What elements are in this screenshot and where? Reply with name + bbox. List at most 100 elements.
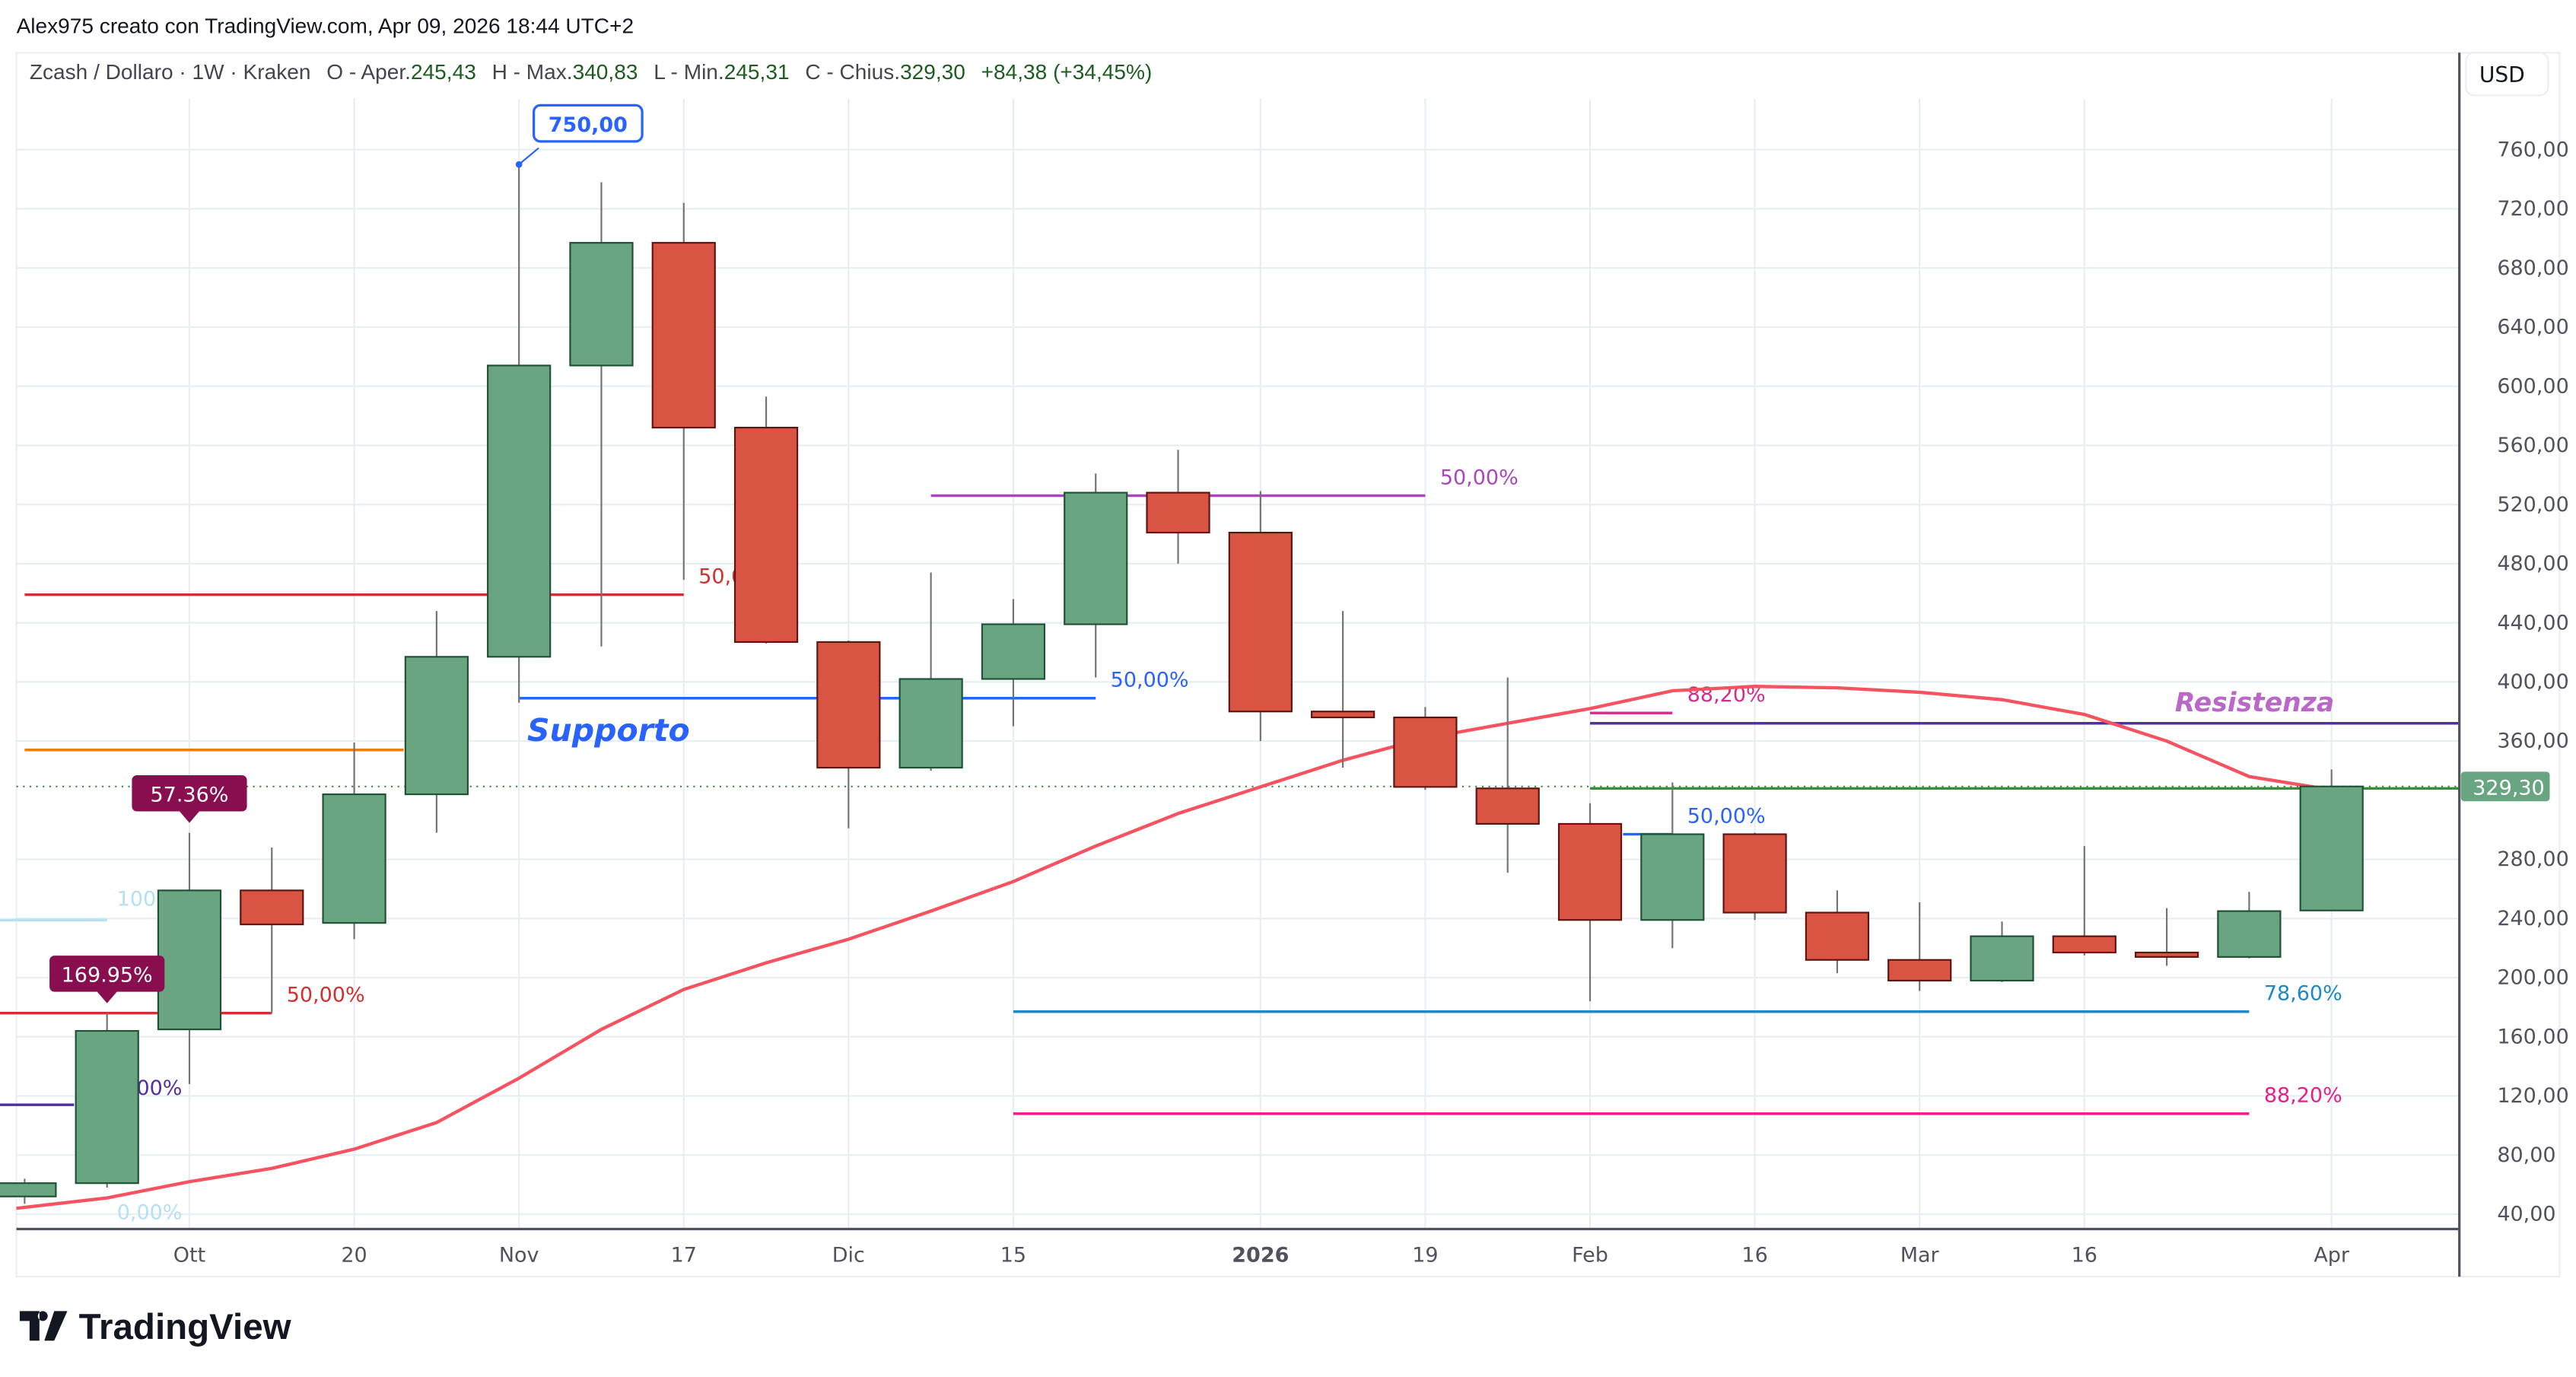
candle-body: [2217, 910, 2282, 958]
symbol-label: Zcash / Dollaro · 1W · Kraken: [30, 60, 311, 84]
candle-body: [157, 889, 222, 1031]
price-tick-label: 760,00: [2497, 138, 2568, 161]
high-label: H - Max.: [492, 60, 573, 84]
drawing-levels[interactable]: 50,00%50,00%50,00%50,00%88,20%50,00%78,6…: [0, 466, 2460, 1224]
candle-body: [487, 364, 552, 658]
close-label: C - Chius.: [805, 60, 900, 84]
callout-text: 169.95%: [62, 964, 153, 987]
candle: [1064, 473, 1128, 678]
price-tick-label: 160,00: [2497, 1025, 2568, 1048]
price-tick-label: 80,00: [2497, 1143, 2555, 1167]
candle-body: [1805, 911, 1870, 961]
price-tick-label: 200,00: [2497, 966, 2568, 990]
percent-callout[interactable]: 169.95%: [49, 956, 165, 1003]
candle: [1393, 707, 1458, 790]
price-tick-label: 640,00: [2497, 316, 2568, 339]
candle: [157, 832, 222, 1084]
price-tick-label: 480,00: [2497, 552, 2568, 576]
price-tick-label: 680,00: [2497, 256, 2568, 280]
open-label: O - Aper.: [326, 60, 411, 84]
candle-body: [2052, 935, 2116, 954]
tradingview-logo-icon: [19, 1311, 68, 1341]
candle: [240, 848, 304, 1013]
candle-body: [816, 641, 881, 769]
grid: [15, 52, 2561, 1278]
candle: [75, 1013, 139, 1188]
price-tick-label: 440,00: [2497, 611, 2568, 634]
candle: [1970, 921, 2034, 982]
candle-body: [1146, 491, 1210, 534]
price-tick-label: 560,00: [2497, 434, 2568, 457]
candle: [2299, 769, 2364, 911]
price-axis[interactable]: 760,00 720,00 680,00 640,00 600,00 560,00 520,…: [2458, 52, 2569, 1277]
time-tick-label: 16: [2072, 1244, 2097, 1267]
candle: [1311, 611, 1375, 768]
candle: [2217, 892, 2282, 959]
time-tick-label: 15: [1000, 1244, 1026, 1267]
candle-body: [1557, 822, 1623, 921]
candle: [981, 599, 1046, 727]
last-price-tag: [2460, 771, 2550, 802]
candle: [322, 743, 386, 940]
candle: [1722, 832, 1787, 921]
change-value: +84,38 (+34,45%): [981, 60, 1153, 84]
candle-body: [1722, 833, 1787, 914]
level-label: 88,20%: [2264, 1084, 2342, 1108]
candle-body: [733, 427, 799, 643]
time-tick-label: 20: [341, 1244, 367, 1267]
candle: [1475, 677, 1540, 873]
candles: [0, 164, 2364, 1204]
price-tick-label: 400,00: [2497, 670, 2568, 694]
price-note-pointer: [518, 147, 539, 165]
candle-body: [1393, 716, 1458, 788]
close-value: 329,30: [900, 60, 965, 84]
time-tick-label: 2026: [1232, 1244, 1289, 1267]
moving-average: [16, 685, 2333, 1210]
attribution-text: Alex975 creato con TradingView.com, Apr …: [17, 14, 634, 37]
legend-bar: Zcash / Dollaro · 1W · Kraken O - Aper. 2…: [30, 60, 1152, 84]
ohlc-legend: Zcash / Dollaro · 1W · Kraken O - Aper. 2…: [30, 60, 1152, 84]
candle-body: [404, 656, 469, 796]
chart-frame: [15, 52, 2561, 1278]
candle: [1640, 782, 1705, 949]
level-label: 50,00%: [1111, 669, 1189, 692]
callout-text: 57.36%: [151, 784, 229, 807]
level-label: 50,00%: [287, 984, 365, 1007]
time-tick-label: Feb: [1572, 1244, 1608, 1267]
price-tick-label: 240,00: [2497, 907, 2568, 930]
candle-body: [1970, 935, 2034, 982]
candle: [487, 164, 552, 703]
time-tick-label: 19: [1412, 1244, 1438, 1267]
percent-callout[interactable]: 57.36%: [132, 775, 247, 823]
candle: [2052, 846, 2116, 956]
price-tick-label: 120,00: [2497, 1084, 2568, 1108]
candle: [404, 611, 469, 833]
time-axis[interactable]: Ott 20 Nov 17 Dic 15 2026 19 Feb 16 Mar 16 Apr: [16, 1227, 2460, 1267]
candle-body: [0, 1182, 57, 1197]
candle: [0, 1178, 57, 1204]
price-tick-label: 520,00: [2497, 493, 2568, 517]
time-tick-label: 17: [671, 1244, 697, 1267]
price-note-text: 750,00: [549, 113, 628, 137]
moving-average-line: [16, 685, 2333, 1210]
low-value: 245,31: [724, 60, 790, 84]
candle-body: [1064, 491, 1128, 625]
low-label: L - Min.: [654, 60, 724, 84]
level-label: 50,00%: [1687, 804, 1766, 828]
tradingview-logo: TradingView: [19, 1307, 292, 1347]
time-tick-label: Mar: [1900, 1244, 1940, 1267]
candle-body: [75, 1029, 139, 1185]
time-tick-label: Dic: [832, 1244, 865, 1267]
candle: [816, 640, 881, 828]
time-tick-label: Ott: [173, 1244, 205, 1267]
candle-body: [569, 242, 634, 367]
candle-body: [1640, 833, 1705, 921]
currency-button[interactable]: USD: [2465, 52, 2549, 97]
callout-bubble: [49, 956, 165, 1003]
price-note[interactable]: 750,00: [515, 103, 644, 168]
candle-body: [981, 623, 1046, 680]
time-tick-label: Apr: [2314, 1244, 2350, 1267]
fib-label: 0,00%: [117, 1201, 183, 1224]
annotations[interactable]: 169.95% 57.36% 750,00 Supporto Resistenza: [49, 103, 2334, 1003]
